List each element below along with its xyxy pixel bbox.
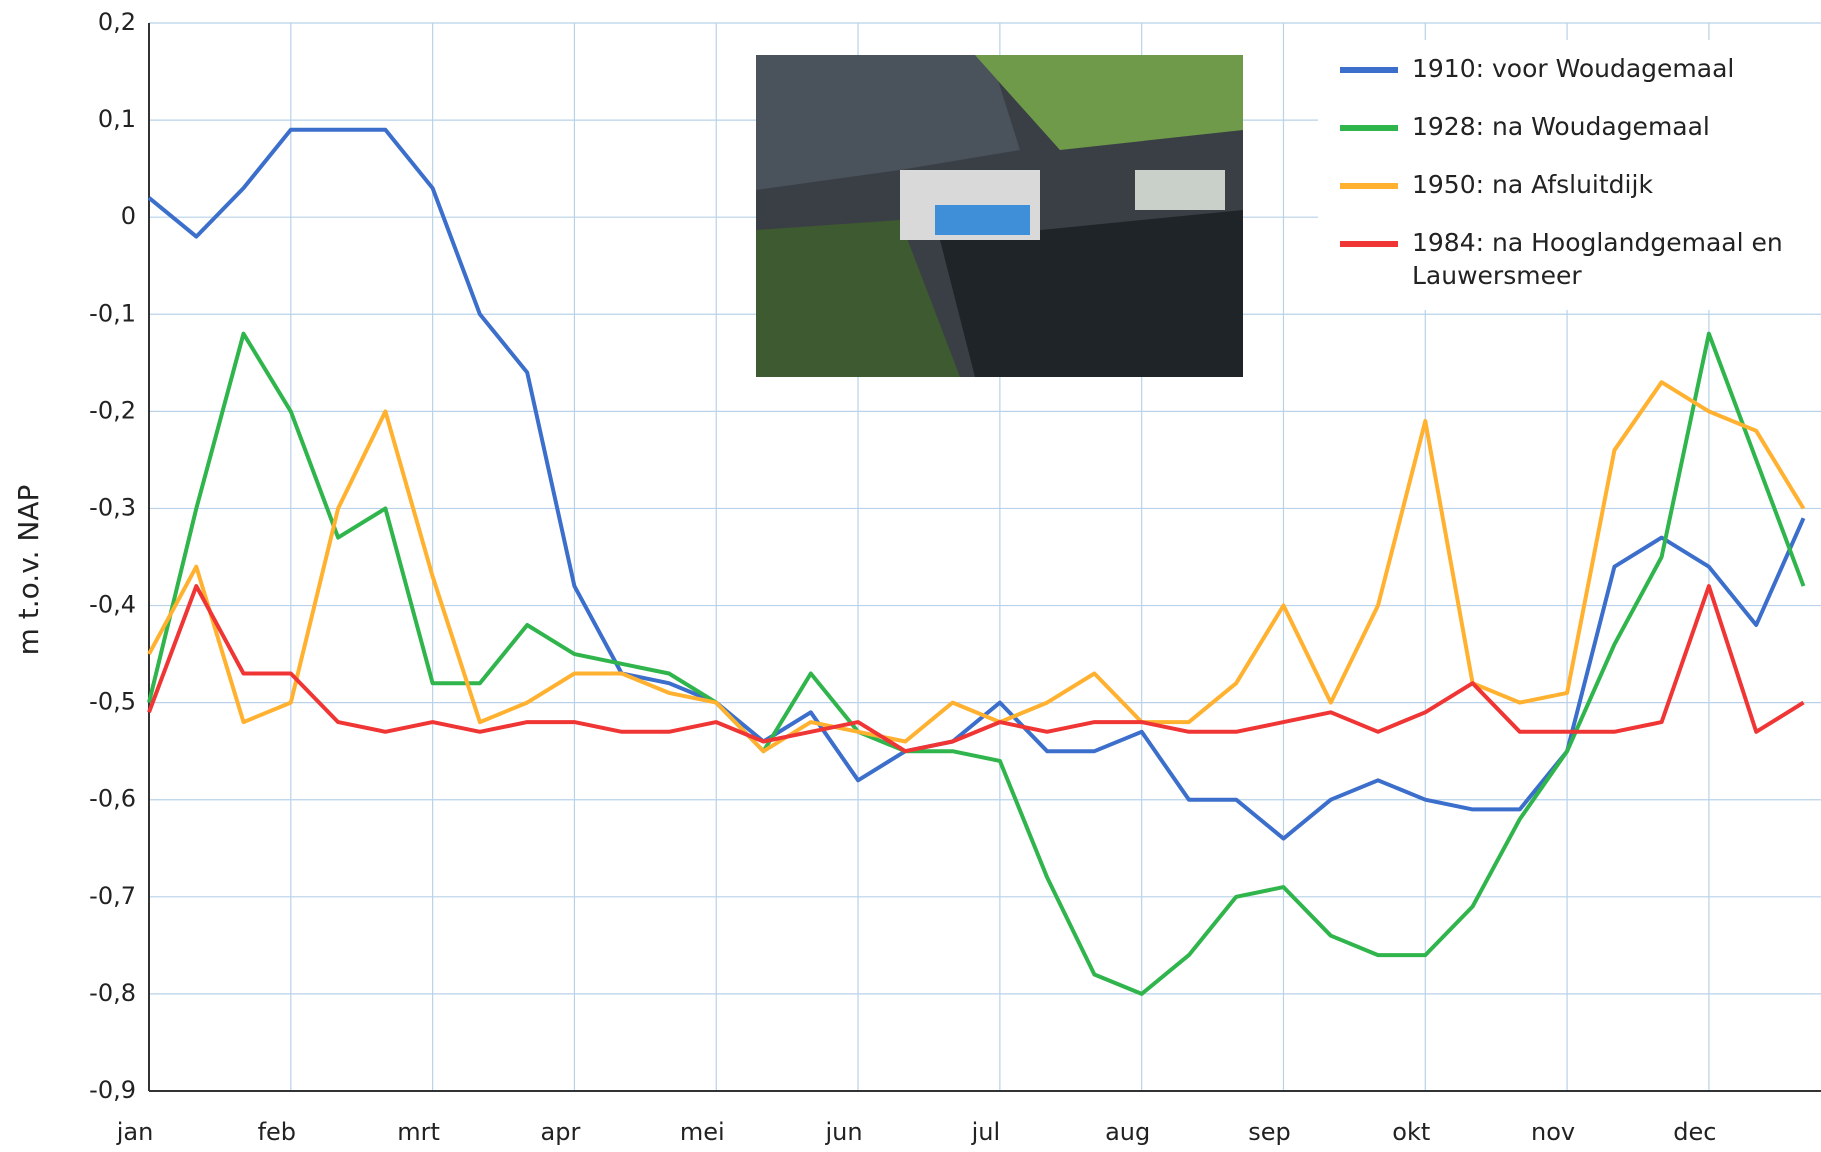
x-tick-label: okt xyxy=(1392,1118,1430,1146)
x-tick-label: jan xyxy=(116,1118,154,1146)
x-tick-label: sep xyxy=(1248,1118,1291,1146)
y-tick-label: -0,2 xyxy=(89,396,136,424)
legend-label: 1910: voor Woudagemaal xyxy=(1412,54,1734,83)
y-tick-label: 0 xyxy=(121,202,136,230)
x-tick-label: apr xyxy=(541,1118,581,1146)
y-axis-title: m t.o.v. NAP xyxy=(12,485,45,656)
x-tick-label: nov xyxy=(1531,1118,1575,1146)
series-line xyxy=(149,586,1804,751)
legend-label: 1950: na Afsluitdijk xyxy=(1412,170,1653,199)
y-tick-label: -0,8 xyxy=(89,979,136,1007)
chart: m t.o.v. NAP -0,9 -0,8 -0,7 -0,6 -0,5 -0,4 -0,… xyxy=(0,0,1821,1152)
photo-pumps xyxy=(935,205,1030,235)
legend-label: 1928: na Woudagemaal xyxy=(1412,112,1710,141)
y-tick-label: -0,1 xyxy=(89,299,136,327)
x-tick-label: mei xyxy=(680,1118,725,1146)
y-tick-label: -0,6 xyxy=(89,785,136,813)
series-line xyxy=(149,334,1804,994)
y-tick-label: -0,7 xyxy=(89,882,136,910)
photo xyxy=(756,55,1243,377)
photo-houses xyxy=(1135,170,1225,210)
y-tick-label: -0,5 xyxy=(89,688,136,716)
x-tick-label: mrt xyxy=(397,1118,440,1146)
x-tick-label: jul xyxy=(971,1118,1001,1146)
x-tick-label: dec xyxy=(1673,1118,1716,1146)
x-tick-label: aug xyxy=(1105,1118,1150,1146)
series-line xyxy=(149,382,1804,751)
y-tick-label: 0,2 xyxy=(98,8,136,36)
x-tick-label: jun xyxy=(825,1118,863,1146)
y-tick-label: -0,9 xyxy=(89,1076,136,1104)
x-tick-label: feb xyxy=(258,1118,296,1146)
y-tick-label: -0,4 xyxy=(89,591,136,619)
y-tick-label: 0,1 xyxy=(98,105,136,133)
y-tick-label: -0,3 xyxy=(89,493,136,521)
legend: 1910: voor Woudagemaal 1928: na Woudagema… xyxy=(1318,40,1821,310)
